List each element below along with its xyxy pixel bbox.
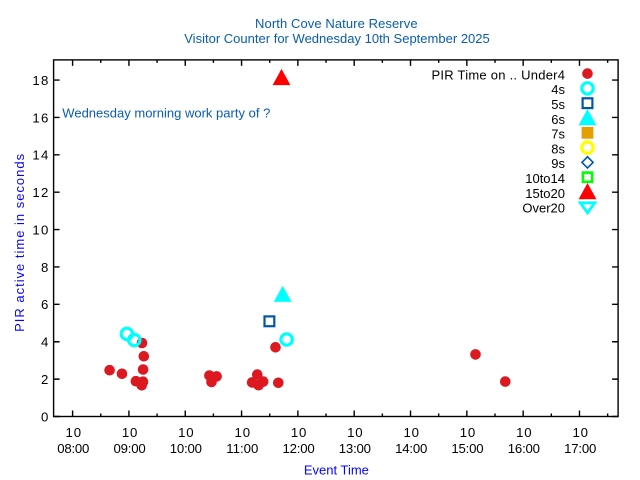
svg-text:6s: 6s bbox=[551, 112, 565, 127]
svg-text:Over20: Over20 bbox=[522, 201, 565, 216]
svg-text:2: 2 bbox=[41, 372, 48, 387]
svg-text:North Cove Nature Reserve: North Cove Nature Reserve bbox=[255, 16, 418, 31]
svg-text:15:00: 15:00 bbox=[451, 441, 483, 456]
svg-text:14:00: 14:00 bbox=[395, 441, 427, 456]
svg-text:10: 10 bbox=[178, 425, 194, 440]
svg-text:09:00: 09:00 bbox=[114, 441, 146, 456]
svg-text:10: 10 bbox=[403, 425, 419, 440]
svg-text:10: 10 bbox=[66, 425, 82, 440]
svg-text:Visitor Counter for Wednesday: Visitor Counter for Wednesday 10th Septe… bbox=[184, 31, 490, 46]
svg-text:10: 10 bbox=[122, 425, 138, 440]
svg-text:10: 10 bbox=[460, 425, 476, 440]
svg-text:08:00: 08:00 bbox=[57, 441, 89, 456]
svg-text:4: 4 bbox=[41, 335, 48, 350]
svg-text:9s: 9s bbox=[551, 156, 565, 171]
svg-text:10: 10 bbox=[516, 425, 532, 440]
svg-text:10: 10 bbox=[572, 425, 588, 440]
svg-text:12:00: 12:00 bbox=[283, 441, 315, 456]
svg-text:7s: 7s bbox=[551, 127, 565, 142]
svg-text:PIR Time on .. Under4: PIR Time on .. Under4 bbox=[432, 67, 566, 82]
svg-text:6: 6 bbox=[41, 297, 48, 312]
svg-text:13:00: 13:00 bbox=[339, 441, 371, 456]
svg-text:10: 10 bbox=[32, 222, 48, 237]
svg-text:11:00: 11:00 bbox=[226, 441, 258, 456]
svg-text:4s: 4s bbox=[551, 82, 565, 97]
svg-text:Wednesday morning work party o: Wednesday morning work party of ? bbox=[62, 106, 270, 121]
svg-text:14: 14 bbox=[32, 148, 48, 163]
svg-text:18: 18 bbox=[32, 73, 48, 88]
svg-text:10:00: 10:00 bbox=[170, 441, 202, 456]
svg-text:12: 12 bbox=[32, 185, 48, 200]
svg-text:Event Time: Event Time bbox=[304, 462, 369, 477]
svg-text:8: 8 bbox=[41, 260, 48, 275]
svg-text:10to14: 10to14 bbox=[525, 171, 565, 186]
svg-text:10: 10 bbox=[291, 425, 307, 440]
svg-text:16:00: 16:00 bbox=[508, 441, 540, 456]
svg-text:0: 0 bbox=[41, 409, 48, 424]
svg-text:10: 10 bbox=[347, 425, 363, 440]
svg-text:17:00: 17:00 bbox=[564, 441, 596, 456]
svg-text:15to20: 15to20 bbox=[525, 186, 565, 201]
svg-text:10: 10 bbox=[235, 425, 251, 440]
svg-text:16: 16 bbox=[32, 110, 48, 125]
svg-text:8s: 8s bbox=[551, 141, 565, 156]
svg-text:PIR active time in seconds: PIR active time in seconds bbox=[12, 153, 27, 332]
svg-text:5s: 5s bbox=[551, 97, 565, 112]
